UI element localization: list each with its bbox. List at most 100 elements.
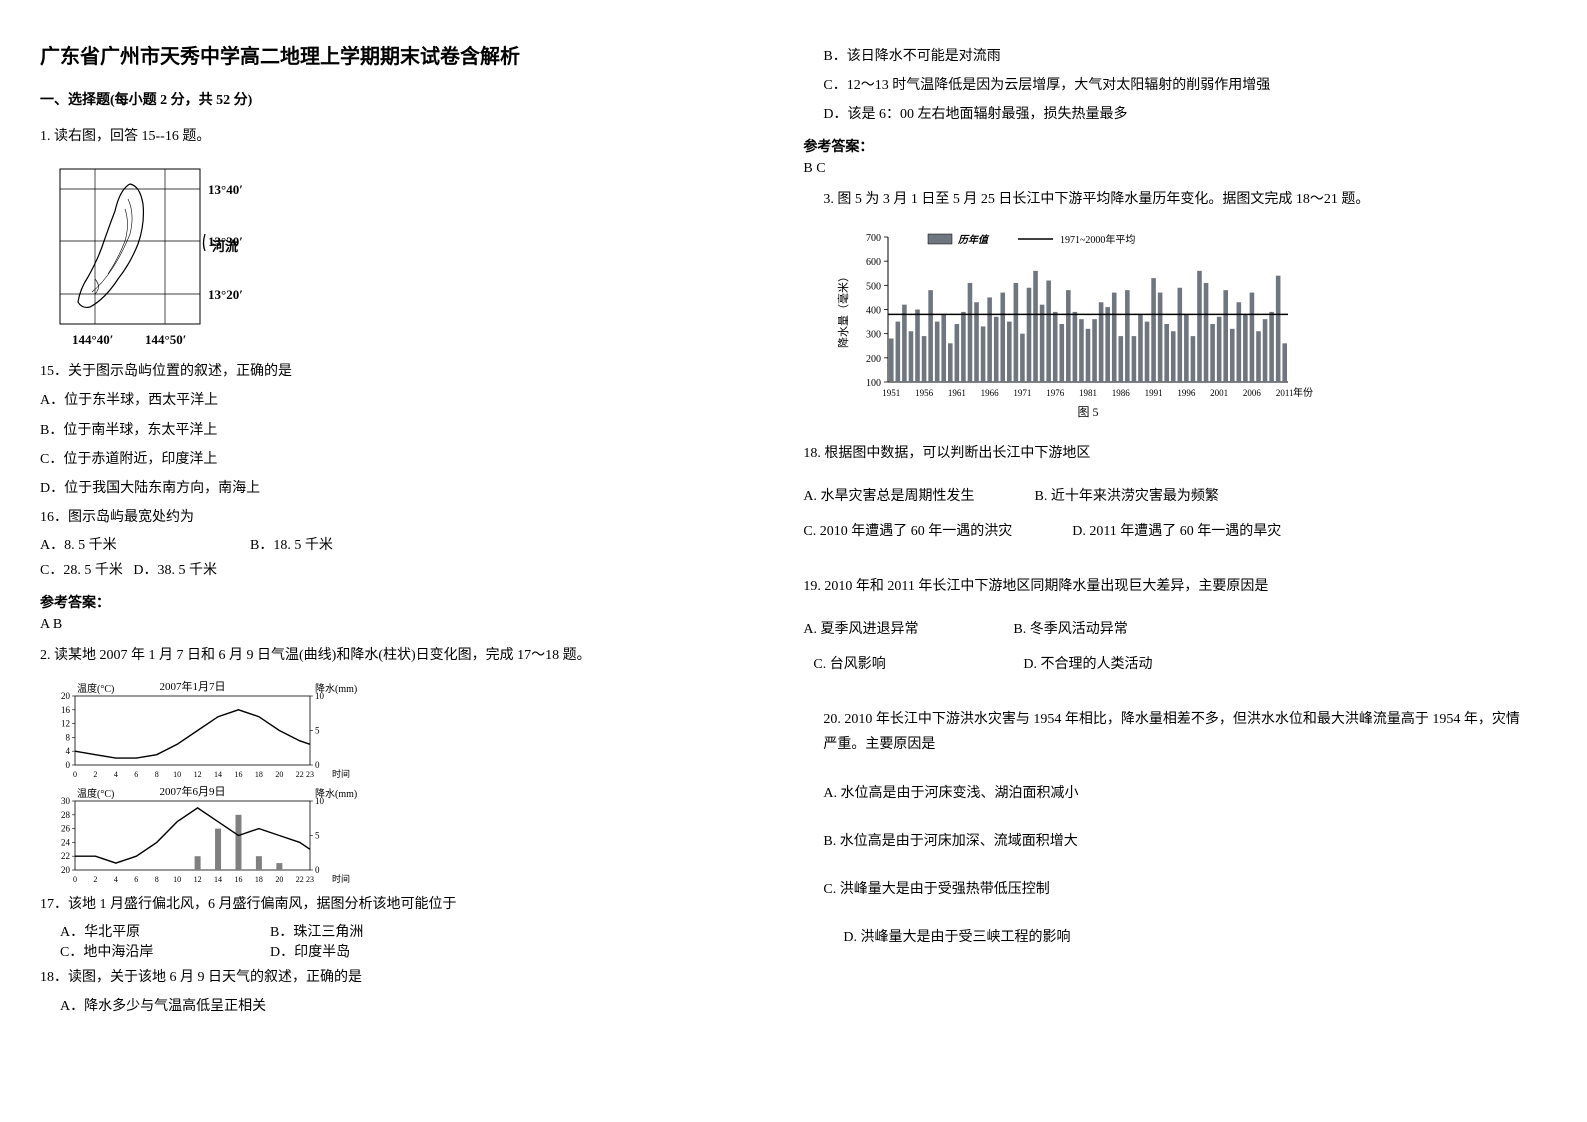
q3-opt19A: A. 夏季风进退异常 [803,618,953,638]
q2-opt18B: B．该日降水不可能是对流雨 [823,44,1526,69]
svg-text:1996: 1996 [1178,388,1197,398]
svg-text:时间: 时间 [332,768,350,779]
svg-text:1976: 1976 [1047,388,1066,398]
q2-sub18: 18．读图，关于该地 6 月 9 日天气的叙述，正确的是 [40,965,763,990]
svg-text:1951: 1951 [883,388,901,398]
q1-sub16: 16．图示岛屿最宽处约为 [40,505,763,530]
svg-text:12: 12 [61,718,70,728]
q3-opt20B: B. 水位高是由于河床加深、流域面积增大 [823,829,1526,854]
svg-text:100: 100 [866,378,881,389]
svg-text:1991: 1991 [1145,388,1163,398]
q3-sub19: 19. 2010 年和 2011 年长江中下游地区同期降水量出现巨大差异，主要原… [803,574,1526,599]
svg-text:16: 16 [234,875,242,884]
left-column: 广东省广州市天秀中学高二地理上学期期末试卷含解析 一、选择题(每小题 2 分，共… [40,40,763,1023]
svg-text:6: 6 [134,770,138,779]
q1-opt16C: C．28. 5 千米 [40,563,123,578]
svg-text:300: 300 [866,329,881,340]
q3-19-row2: C. 台风影响 D. 不合理的人类活动 [813,653,1526,673]
q2-opt17D: D．印度半岛 [270,941,420,961]
q2-answer: B C [803,161,1526,177]
q2-opt17B: B．珠江三角洲 [270,921,420,941]
svg-text:18: 18 [255,770,263,779]
q2-chart1: 2007年1月7日温度(°C)降水(mm)0481216200510024681… [40,678,360,783]
q3-opt19D: D. 不合理的人类活动 [1023,653,1173,673]
svg-text:600: 600 [866,257,881,268]
lat-label-2: 13°20′ [208,287,243,302]
q2-17-row2: C．地中海沿岸 D．印度半岛 [60,941,763,961]
q1-intro: 1. 读右图，回答 15--16 题。 [40,124,763,149]
svg-text:30: 30 [61,796,71,806]
svg-text:18: 18 [255,875,263,884]
q3-intro: 3. 图 5 为 3 月 1 日至 5 月 25 日长江中下游平均降水量历年变化… [823,187,1526,212]
svg-text:400: 400 [866,305,881,316]
svg-text:23: 23 [306,875,314,884]
svg-text:图 5: 图 5 [1078,405,1099,419]
q3-18-row1: A. 水旱灾害总是周期性发生 B. 近十年来洪涝灾害最为频繁 [803,485,1526,505]
svg-text:温度(°C): 温度(°C) [77,682,114,695]
q2-opt17A: A．华北平原 [60,921,210,941]
svg-text:5: 5 [315,830,320,840]
svg-text:2006: 2006 [1243,388,1262,398]
q1-16-row1: A．8. 5 千米 B．18. 5 千米 [40,534,763,554]
svg-text:0: 0 [315,760,320,770]
page-title: 广东省广州市天秀中学高二地理上学期期末试卷含解析 [40,40,763,69]
svg-text:10: 10 [315,691,325,701]
svg-text:4: 4 [66,746,71,756]
svg-text:2011: 2011 [1276,388,1294,398]
q1-optC: C．位于赤道附近，印度洋上 [40,447,763,472]
svg-text:12: 12 [194,875,202,884]
q3-opt19B: B. 冬季风活动异常 [1013,618,1163,638]
svg-text:22: 22 [61,851,70,861]
svg-text:2007年6月9日: 2007年6月9日 [160,784,226,798]
q2-opt18D: D．该是 6：00 左右地面辐射最强，损失热量最多 [823,102,1526,127]
svg-text:5: 5 [315,725,320,735]
svg-text:8: 8 [155,770,159,779]
section-header: 一、选择题(每小题 2 分，共 52 分) [40,89,763,109]
svg-text:年份: 年份 [1293,386,1313,399]
svg-text:2001: 2001 [1211,388,1229,398]
q3-19-row1: A. 夏季风进退异常 B. 冬季风活动异常 [803,618,1526,638]
svg-text:16: 16 [234,770,242,779]
svg-text:16: 16 [61,704,71,714]
svg-text:2: 2 [93,770,97,779]
lon-label-1: 144°50′ [145,332,186,347]
q1-opt16D: D．38. 5 千米 [133,563,217,578]
q2-sub17: 17．该地 1 月盛行偏北风，6 月盛行偏南风，据图分析该地可能位于 [40,892,763,917]
q1-opt16B: B．18. 5 千米 [250,534,400,554]
svg-text:1971~2000年平均: 1971~2000年平均 [1060,233,1135,246]
svg-text:4: 4 [114,770,118,779]
q2-opt17C: C．地中海沿岸 [60,941,210,961]
q3-opt18A: A. 水旱灾害总是周期性发生 [803,485,974,505]
svg-text:8: 8 [66,732,71,742]
svg-text:8: 8 [155,875,159,884]
svg-text:14: 14 [214,770,222,779]
q1-answer: A B [40,617,763,633]
svg-text:10: 10 [315,796,325,806]
svg-text:20: 20 [275,875,283,884]
svg-text:22: 22 [296,770,304,779]
svg-text:12: 12 [194,770,202,779]
svg-text:10: 10 [173,875,181,884]
svg-text:2: 2 [93,875,97,884]
svg-text:1966: 1966 [981,388,1000,398]
q1-opt16A: A．8. 5 千米 [40,534,190,554]
svg-text:14: 14 [214,875,222,884]
q2-opt18A: A．降水多少与气温高低呈正相关 [60,994,763,1019]
svg-text:22: 22 [296,875,304,884]
svg-text:0: 0 [73,770,77,779]
svg-text:20: 20 [275,770,283,779]
svg-text:500: 500 [866,281,881,292]
svg-text:时间: 时间 [332,873,350,884]
svg-text:2007年1月7日: 2007年1月7日 [160,679,226,693]
q2-intro: 2. 读某地 2007 年 1 月 7 日和 6 月 9 日气温(曲线)和降水(… [40,643,763,668]
svg-text:1961: 1961 [948,388,966,398]
svg-text:1971: 1971 [1014,388,1032,398]
q3-opt18B: B. 近十年来洪涝灾害最为频繁 [1034,485,1218,505]
right-column: B．该日降水不可能是对流雨 C．12～13 时气温降低是因为云层增厚，大气对太阳… [803,40,1526,1023]
lon-label-0: 144°40′ [72,332,113,347]
lat-label-0: 13°40′ [208,182,243,197]
river-label: 河流 [212,239,238,254]
q1-map-figure: 13°40′ 13°30′ 13°20′ 144°40′ 144°50′ 河流 [40,159,260,349]
q3-18-row2: C. 2010 年遭遇了 60 年一遇的洪灾 D. 2011 年遭遇了 60 年… [803,520,1526,540]
svg-text:4: 4 [114,875,118,884]
